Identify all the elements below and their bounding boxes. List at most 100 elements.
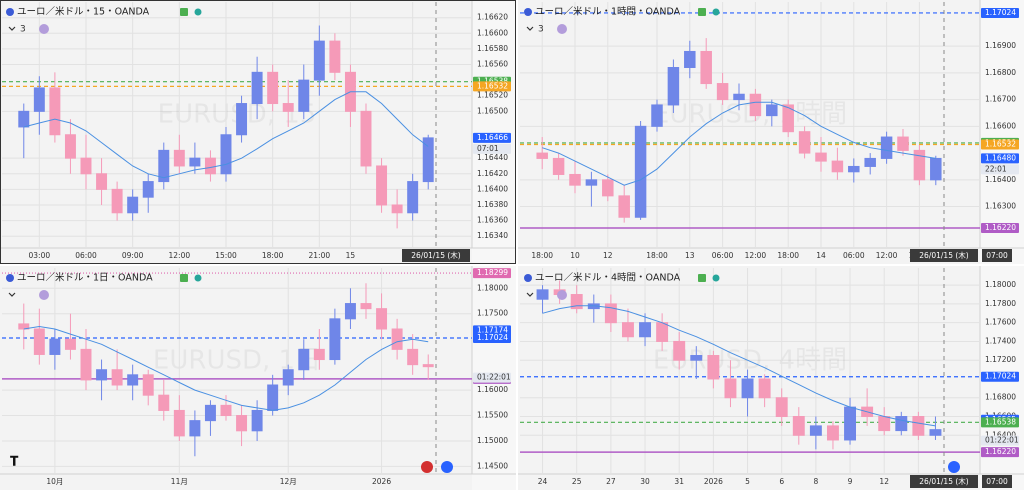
candle-body [298,348,310,371]
price-label: 1.17024 [477,333,508,342]
price-label: 1.16466 [477,133,508,142]
time-label: 07:00 [986,477,1008,486]
price-label: 1.16538 [477,77,508,86]
candle-body [798,131,811,154]
countdown-box [981,164,1019,175]
candle-body [376,308,388,330]
price-label-box [981,447,1019,458]
x-tick-label: 8 [813,477,818,486]
x-tick-label: 15:00 [215,251,237,260]
y-tick-label: 1.16620 [477,13,508,22]
y-tick-label: 1.18000 [477,283,508,292]
x-tick-label: 9 [848,477,853,486]
collapse-icon[interactable] [8,26,16,31]
candle-body [360,303,372,310]
x-tick-label: 2026 [704,477,723,486]
moving-average [542,101,936,186]
indicator-icon [39,24,49,34]
collapse-icon[interactable] [526,26,534,31]
indicator-label: 3 [20,25,26,35]
y-tick-label: 1.16000 [477,385,508,394]
y-tick-label: 1.17600 [985,318,1016,327]
event-icon [441,461,453,473]
candle-body [930,157,942,181]
y-tick-label: 1.16600 [477,28,508,37]
price-axis [472,0,516,264]
candle-body [80,348,92,381]
candle-body [656,322,669,342]
price-label-box [473,325,511,336]
x-tick-label: 31 [674,477,684,486]
time-label-box [982,475,1012,488]
countdown: 01:22:01 [985,436,1019,445]
candle-body [422,137,434,183]
candle-body [552,157,565,175]
chart-title[interactable]: ユーロ／米ドル・1日・OANDA [17,272,153,284]
y-tick-label: 1.16400 [985,175,1016,184]
y-tick-label: 1.16400 [477,184,508,193]
x-tick-label: 12:00 [745,251,767,260]
chart-pane [0,266,516,490]
countdown-box [981,435,1019,446]
candle-body [360,110,372,167]
candle-body [236,415,248,432]
candle-body [391,328,403,350]
candle-body [189,420,201,437]
flag-icon [180,8,188,16]
candle-body [815,152,827,162]
candle-body [33,87,45,112]
x-tick-label: 06:00 [843,251,865,260]
candle-body [651,104,663,127]
candle-body [604,303,617,324]
candle-body [621,322,634,338]
candle-body [189,157,201,167]
y-tick-label: 1.15500 [477,411,508,420]
chart-title[interactable]: ユーロ／米ドル・4時間・OANDA [535,272,681,284]
event-icon [948,461,960,473]
moving-average [23,325,429,411]
candle-body [220,134,232,175]
price-label: 1.16538 [985,417,1016,426]
candle-body [127,196,139,214]
countdown: 01:22:01 [477,373,511,382]
price-label: 1.16532 [477,81,508,90]
x-tick-label: 10月 [46,477,63,486]
candle-body [111,369,123,386]
candle-body [49,338,61,355]
x-tick-label: 15 [346,251,356,260]
candle-body [880,136,893,159]
price-label-box [981,371,1019,382]
candle-body [775,397,788,418]
candle-body [912,416,925,436]
chart-pane [518,0,1024,264]
candle-body [313,40,325,81]
chart-title[interactable]: ユーロ／米ドル・1時間・OANDA [535,6,681,18]
price-label: 1.18299 [477,268,508,277]
x-tick-label: 30 [640,477,650,486]
y-tick-label: 1.16440 [477,153,508,162]
collapse-icon[interactable] [8,292,16,297]
price-label-box [981,7,1019,18]
price-label: 1.17024 [985,372,1016,381]
event-icon [421,461,433,473]
indicator-label: 3 [538,25,544,35]
y-tick-label: 1.16700 [985,95,1016,104]
moving-average [23,91,429,179]
price-label-box [981,139,1019,150]
y-tick-label: 1.16360 [477,216,508,225]
candle-body [236,103,248,136]
candle-body [536,289,549,300]
chart-title[interactable]: ユーロ／米ドル・15・OANDA [17,6,150,18]
candle-body [422,364,434,368]
flag-icon [698,274,706,282]
candle-body [913,149,926,181]
candle-body [282,369,294,386]
y-tick-label: 1.16300 [985,202,1016,211]
date-label: 26/01/15 (木) [919,476,968,486]
tv-logo: 𝐓 [10,455,19,470]
candle-body [64,134,76,159]
candle-body [33,328,45,355]
collapse-icon[interactable] [526,292,534,297]
price-label-box [981,153,1019,164]
date-label-box [910,249,978,262]
